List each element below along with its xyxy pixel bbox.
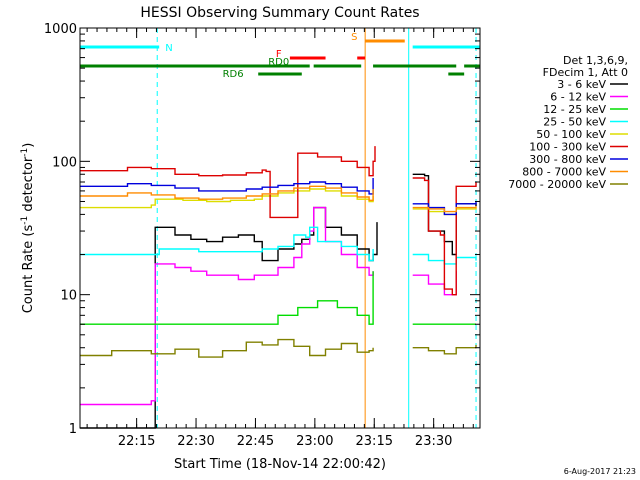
y-tick-label: 1000: [44, 22, 77, 37]
plot-frame: [79, 27, 481, 429]
series-line-100-300keV: [80, 146, 376, 219]
legend-entry-label: 12 - 25 keV: [543, 103, 606, 116]
series-lines: [80, 146, 477, 429]
x-tick-label: 22:45: [237, 434, 274, 449]
series-line-3-6keV: [80, 206, 378, 429]
legend-entry-label: 3 - 6 keV: [557, 78, 606, 91]
series-line-7000-20000keV: [412, 344, 477, 355]
x-tick-label: 23:15: [356, 434, 393, 449]
series-line-100-300keV: [412, 177, 477, 296]
series-line-12-25keV: [80, 271, 374, 325]
footer-date: 6-Aug-2017 21:23: [564, 467, 636, 476]
chart-title: HESSI Observing Summary Count Rates: [140, 5, 419, 21]
x-tick-label: 23:00: [296, 434, 333, 449]
plot-area: [79, 28, 477, 428]
series-line-6-12keV: [80, 206, 374, 406]
series-line-6-12keV: [412, 271, 457, 296]
x-tick-label: 22:30: [177, 434, 214, 449]
flag-label-f: F: [276, 49, 282, 60]
legend-entry-label: 25 - 50 keV: [543, 116, 606, 129]
legend-entry-label: 7000 - 20000 keV: [508, 178, 606, 191]
series-line-7000-20000keV: [80, 338, 374, 358]
y-axis-ticks: 1 10 100 1000: [44, 22, 480, 437]
series-line-800-7000keV: [80, 185, 374, 201]
flag-label-rd6: RD6: [223, 69, 244, 80]
series-line-25-50keV: [80, 226, 374, 262]
series-line-800-7000keV: [412, 206, 477, 213]
y-axis-label: Count Rate (s-1 detector-1): [20, 143, 36, 314]
legend-entry-label: 800 - 7000 keV: [522, 166, 606, 179]
y-tick-label: 1: [69, 422, 77, 437]
flag-label-s: S: [351, 32, 357, 43]
y-tick-label: 10: [60, 289, 77, 304]
series-line-300-800keV: [80, 178, 374, 195]
series-line-300-800keV: [412, 201, 477, 216]
flag-label-n: N: [165, 43, 172, 54]
legend-entry-label: 6 - 12 keV: [550, 91, 606, 104]
x-tick-label: 23:30: [415, 434, 452, 449]
legend-entry-label: 100 - 300 keV: [529, 141, 606, 154]
x-axis-ticks: 22:15 22:30 22:45 23:00 23:15 23:30: [86, 28, 474, 449]
flag-label-rd0: RD0: [268, 57, 289, 68]
legend-entry-label: 300 - 800 keV: [529, 153, 606, 166]
x-tick-label: 22:15: [118, 434, 155, 449]
x-axis-label: Start Time (18-Nov-14 22:00:42): [174, 457, 386, 472]
y-tick-label: 100: [52, 155, 77, 170]
legend-header: Det 1,3,6,9,: [563, 54, 628, 67]
legend-header: FDecim 1, Att 0: [543, 66, 628, 79]
legend-entry-label: 50 - 100 keV: [536, 128, 606, 141]
